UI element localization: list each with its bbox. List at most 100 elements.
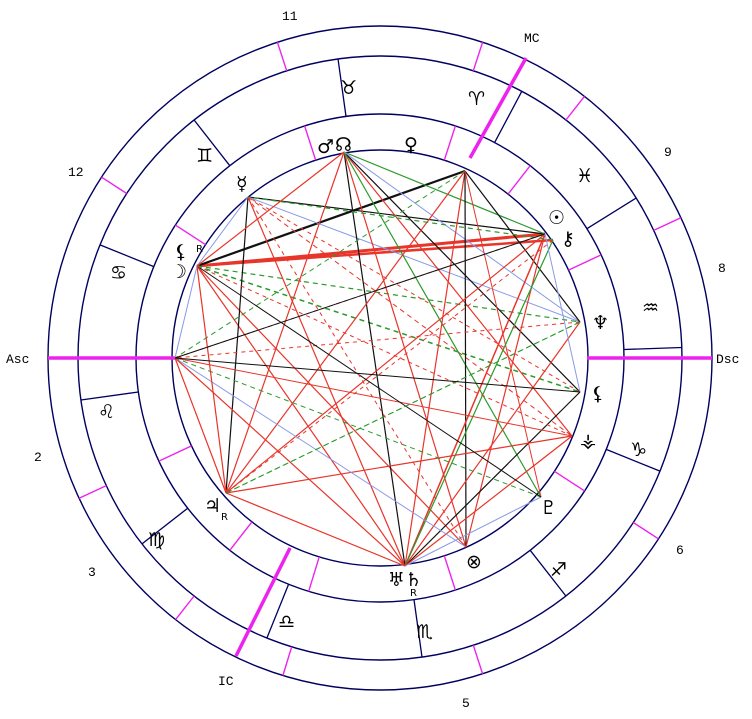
sign-boundary — [494, 90, 523, 143]
aspect-line — [343, 151, 406, 567]
chiron-glyph: ⚷ — [561, 228, 575, 250]
aspect-line — [343, 151, 467, 548]
aspect-line — [247, 196, 554, 241]
aspect-line — [404, 321, 581, 567]
mc-axis — [468, 57, 528, 159]
aspect-line — [404, 435, 573, 567]
neptune-glyph: ♆ — [592, 312, 609, 334]
aspect-line — [196, 265, 581, 393]
sign-boundary — [623, 346, 682, 351]
virgo-glyph: ♍ — [148, 529, 165, 551]
house-cusp-inner — [568, 254, 602, 271]
capricorn-glyph: ♑ — [630, 439, 647, 461]
aries-glyph: ♈ — [468, 88, 485, 110]
aspect-line — [404, 233, 546, 567]
uranus-retro-marker: R — [410, 588, 417, 599]
house-11-label: 11 — [282, 9, 298, 24]
aspect-line — [247, 196, 406, 567]
leo-glyph: ♌ — [98, 401, 115, 423]
aspect-line — [225, 321, 581, 494]
house-cusp-tick — [282, 646, 293, 676]
aspect-line — [343, 151, 581, 323]
house-cusp-tick — [175, 595, 195, 621]
house-cusp-tick — [101, 176, 128, 195]
taurus-glyph: ♉ — [340, 77, 357, 99]
aspect-line — [464, 170, 467, 548]
scorpio-glyph: ♏ — [416, 621, 433, 643]
dsc-label: Dsc — [716, 352, 739, 367]
aspect-line — [174, 265, 198, 359]
lilith-moon-glyph: ⚸ — [174, 241, 188, 263]
aspect-line — [174, 321, 581, 359]
aspect-line — [196, 265, 406, 567]
aspect-line — [404, 391, 581, 567]
pluto-glyph: ♇ — [540, 497, 557, 519]
aspect-line — [225, 435, 573, 494]
moon-glyph: ☽ — [170, 261, 187, 283]
house-cusp-inner — [507, 165, 531, 195]
house-2-label: 2 — [34, 450, 42, 465]
house-cusp-inner — [158, 445, 192, 462]
aspect-line — [464, 170, 581, 323]
aspect-line — [174, 357, 227, 494]
house-cusp-inner — [443, 555, 457, 591]
sign-boundary — [413, 599, 423, 658]
aspect-line — [404, 170, 466, 567]
aspect-line — [174, 357, 467, 548]
sign-boundary — [605, 448, 661, 472]
sign-boundary — [529, 549, 567, 597]
moon-retro-marker: R — [196, 244, 203, 255]
sign-boundary — [586, 197, 637, 230]
house-cusps — [78, 41, 682, 676]
house-3-label: 3 — [88, 565, 96, 580]
aspect-line — [225, 233, 546, 494]
sun-glyph: ☉ — [548, 207, 565, 229]
sign-boundaries — [80, 58, 682, 658]
sign-boundary — [266, 583, 290, 639]
house-5-label: 5 — [462, 696, 470, 711]
aspect-line — [196, 265, 542, 498]
house-cusp-inner — [554, 470, 585, 492]
sign-boundary — [337, 58, 347, 117]
house-cusp-tick — [632, 521, 659, 540]
uranus-saturn-glyph: ♅♄ — [388, 569, 422, 591]
main-axes — [48, 57, 712, 657]
house-cusp-inner — [308, 556, 320, 592]
aspect-lines — [174, 151, 581, 567]
aspect-line — [174, 357, 581, 393]
aspect-line — [225, 151, 345, 494]
aspect-line — [196, 151, 345, 267]
house-9-label: 9 — [664, 145, 672, 160]
house-cusp-inner — [229, 521, 253, 551]
aspect-line — [225, 170, 466, 494]
mercury-glyph: ☿ — [236, 173, 248, 195]
black-moon-glyph: ⚸ — [591, 383, 605, 405]
north-node-glyph: ☊ — [335, 134, 352, 156]
aspect-line — [465, 233, 546, 548]
house-cusp-inner — [443, 125, 457, 161]
house-cusp-tick — [565, 95, 585, 121]
sign-boundary — [193, 119, 231, 167]
jupiter-glyph: ♃ — [204, 495, 221, 517]
aspect-line — [196, 196, 249, 267]
venus-glyph: ♀ — [404, 134, 418, 156]
aspect-line — [404, 239, 554, 567]
house-ring — [171, 149, 589, 567]
house-cusp-inner — [175, 224, 206, 246]
aspect-line — [174, 170, 466, 359]
house-cusp-tick — [653, 217, 682, 232]
aspect-line — [225, 492, 406, 567]
aspect-line — [225, 239, 554, 494]
aspect-line — [196, 265, 467, 548]
asc-label: Asc — [6, 352, 29, 367]
aspect-line — [196, 169, 466, 268]
house-cusp-tick — [276, 41, 288, 72]
house-labels: Asc Dsc MC IC 11 12 2 3 5 6 8 9 — [6, 9, 739, 711]
aspect-line — [174, 357, 406, 567]
aspect-line — [174, 357, 542, 498]
house-12-label: 12 — [68, 165, 84, 180]
aspect-line — [225, 196, 249, 494]
house-8-label: 8 — [718, 261, 726, 276]
sign-boundary — [80, 391, 139, 401]
